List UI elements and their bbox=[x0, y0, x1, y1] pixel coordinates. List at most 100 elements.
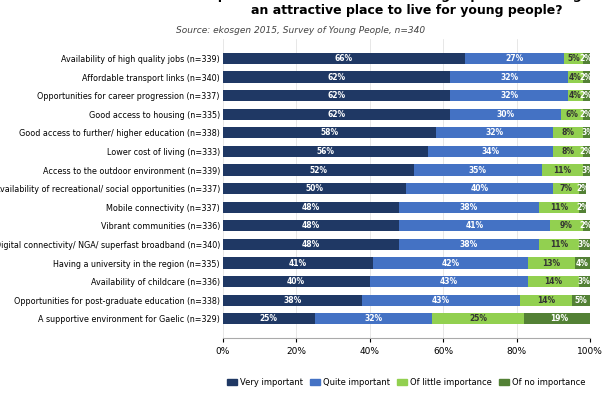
Text: 43%: 43% bbox=[432, 296, 450, 305]
Bar bbox=[576, 257, 590, 268]
Text: 7%: 7% bbox=[560, 184, 573, 193]
Bar bbox=[223, 220, 399, 231]
Text: 14%: 14% bbox=[544, 277, 562, 286]
Text: 11%: 11% bbox=[550, 240, 568, 249]
Bar bbox=[568, 72, 583, 83]
Bar bbox=[579, 202, 586, 213]
Bar bbox=[553, 127, 583, 138]
Text: 13%: 13% bbox=[542, 259, 560, 268]
Text: 25%: 25% bbox=[469, 314, 487, 323]
Bar bbox=[583, 109, 590, 120]
Text: 50%: 50% bbox=[306, 184, 323, 193]
Bar bbox=[223, 257, 373, 268]
Text: 14%: 14% bbox=[537, 296, 555, 305]
Text: 4%: 4% bbox=[569, 73, 582, 82]
Bar bbox=[564, 53, 583, 64]
Bar bbox=[579, 239, 590, 250]
Text: 25%: 25% bbox=[259, 314, 278, 323]
Text: 4%: 4% bbox=[576, 259, 589, 268]
Bar bbox=[399, 220, 550, 231]
Text: 2%: 2% bbox=[580, 110, 593, 119]
Text: 62%: 62% bbox=[327, 110, 346, 119]
Text: 3%: 3% bbox=[578, 277, 591, 286]
Text: 41%: 41% bbox=[289, 259, 307, 268]
Bar bbox=[553, 146, 583, 157]
Bar bbox=[414, 164, 542, 176]
Bar bbox=[583, 146, 590, 157]
Title: How important are each of the following aspects in making the Skye
an attractive: How important are each of the following … bbox=[166, 0, 602, 17]
Text: 41%: 41% bbox=[465, 221, 483, 230]
Text: 2%: 2% bbox=[580, 147, 593, 156]
Bar bbox=[223, 72, 450, 83]
Bar bbox=[223, 127, 436, 138]
Text: 48%: 48% bbox=[302, 240, 320, 249]
Bar bbox=[373, 257, 527, 268]
Bar bbox=[583, 90, 590, 101]
Text: 8%: 8% bbox=[562, 147, 574, 156]
Text: 62%: 62% bbox=[327, 91, 346, 100]
Text: 3%: 3% bbox=[578, 240, 591, 249]
Text: 8%: 8% bbox=[562, 129, 574, 137]
Bar bbox=[436, 127, 553, 138]
Bar bbox=[572, 295, 590, 306]
Text: 58%: 58% bbox=[320, 129, 338, 137]
Text: 38%: 38% bbox=[460, 240, 478, 249]
Bar bbox=[399, 202, 539, 213]
Bar bbox=[223, 53, 465, 64]
Text: 2%: 2% bbox=[576, 203, 589, 212]
Bar bbox=[527, 276, 579, 287]
Text: 32%: 32% bbox=[500, 73, 518, 82]
Text: 27%: 27% bbox=[506, 54, 524, 63]
Text: 30%: 30% bbox=[497, 110, 515, 119]
Bar bbox=[579, 183, 586, 194]
Bar bbox=[223, 183, 406, 194]
Bar bbox=[370, 276, 527, 287]
Text: 32%: 32% bbox=[485, 129, 503, 137]
Bar bbox=[223, 295, 362, 306]
Text: 2%: 2% bbox=[580, 221, 593, 230]
Text: 5%: 5% bbox=[567, 54, 580, 63]
Bar bbox=[520, 295, 572, 306]
Bar bbox=[560, 109, 583, 120]
Bar bbox=[583, 220, 590, 231]
Bar bbox=[465, 53, 564, 64]
Bar bbox=[223, 239, 399, 250]
Bar bbox=[550, 220, 583, 231]
Text: 66%: 66% bbox=[335, 54, 353, 63]
Text: Source: ekosgen 2015, Survey of Young People, n=340: Source: ekosgen 2015, Survey of Young Pe… bbox=[176, 26, 426, 35]
Text: 48%: 48% bbox=[302, 221, 320, 230]
Bar bbox=[527, 257, 576, 268]
Bar bbox=[583, 72, 590, 83]
Bar bbox=[524, 313, 594, 324]
Bar bbox=[432, 313, 524, 324]
Text: 40%: 40% bbox=[287, 277, 305, 286]
Text: 3%: 3% bbox=[582, 129, 595, 137]
Text: 56%: 56% bbox=[317, 147, 335, 156]
Text: 32%: 32% bbox=[364, 314, 382, 323]
Text: 52%: 52% bbox=[309, 165, 327, 174]
Bar bbox=[315, 313, 432, 324]
Text: 48%: 48% bbox=[302, 203, 320, 212]
Text: 34%: 34% bbox=[482, 147, 500, 156]
Text: 62%: 62% bbox=[327, 73, 346, 82]
Text: 6%: 6% bbox=[565, 110, 578, 119]
Text: 9%: 9% bbox=[560, 221, 573, 230]
Text: 40%: 40% bbox=[471, 184, 489, 193]
Bar bbox=[539, 202, 579, 213]
Bar bbox=[450, 109, 560, 120]
Bar bbox=[539, 239, 579, 250]
Bar bbox=[399, 239, 539, 250]
Bar bbox=[579, 276, 590, 287]
Bar bbox=[450, 90, 568, 101]
Text: 32%: 32% bbox=[500, 91, 518, 100]
Text: 2%: 2% bbox=[580, 73, 593, 82]
Bar bbox=[223, 90, 450, 101]
Text: 43%: 43% bbox=[439, 277, 458, 286]
Bar bbox=[583, 164, 594, 176]
Text: 5%: 5% bbox=[574, 296, 587, 305]
Bar bbox=[223, 202, 399, 213]
Bar bbox=[429, 146, 553, 157]
Text: 42%: 42% bbox=[441, 259, 459, 268]
Text: 38%: 38% bbox=[284, 296, 302, 305]
Bar bbox=[223, 313, 315, 324]
